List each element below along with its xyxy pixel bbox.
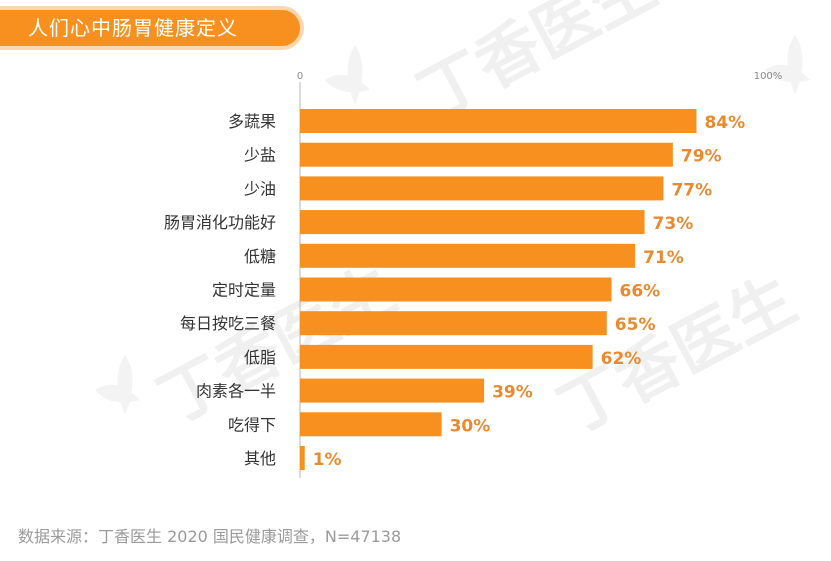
category-label: 每日按吃三餐 (180, 314, 276, 333)
category-label: 肉素各一半 (196, 382, 276, 401)
data-label: 30% (450, 416, 491, 436)
category-label: 多蔬果 (228, 112, 276, 131)
category-label: 其他 (244, 449, 276, 468)
data-label: 62% (601, 349, 642, 369)
bar (300, 277, 612, 302)
data-label: 73% (653, 214, 694, 234)
axis-tick-label: 100% (754, 71, 783, 82)
axis-tick-label: 0 (297, 71, 303, 82)
bar (300, 243, 636, 268)
bar (300, 109, 697, 133)
bar (300, 142, 673, 167)
category-label: 低糖 (244, 247, 276, 266)
bar (300, 378, 485, 403)
bar (300, 446, 305, 470)
category-label: 少盐 (244, 146, 276, 165)
bar (300, 311, 607, 336)
bar (300, 344, 593, 369)
title-banner: 人们心中肠胃健康定义 (0, 10, 300, 46)
category-label: 肠胃消化功能好 (164, 213, 276, 232)
category-label: 低脂 (244, 348, 276, 367)
category-label: 吃得下 (228, 415, 276, 434)
category-label: 少油 (244, 179, 276, 198)
data-label: 39% (492, 383, 533, 403)
bar (300, 210, 645, 235)
bar (300, 176, 664, 201)
data-label: 65% (615, 315, 656, 335)
data-label: 84% (704, 113, 745, 133)
source-note: 数据来源：丁香医生 2020 国民健康调查，N=47138 (18, 527, 402, 546)
category-label: 定时定量 (212, 281, 276, 300)
bar (300, 412, 442, 437)
data-label: 79% (681, 147, 722, 167)
data-label: 77% (671, 180, 712, 200)
chart-title: 人们心中肠胃健康定义 (28, 16, 238, 40)
data-label: 66% (620, 282, 661, 302)
data-label: 71% (643, 248, 684, 268)
data-label: 1% (313, 450, 342, 470)
